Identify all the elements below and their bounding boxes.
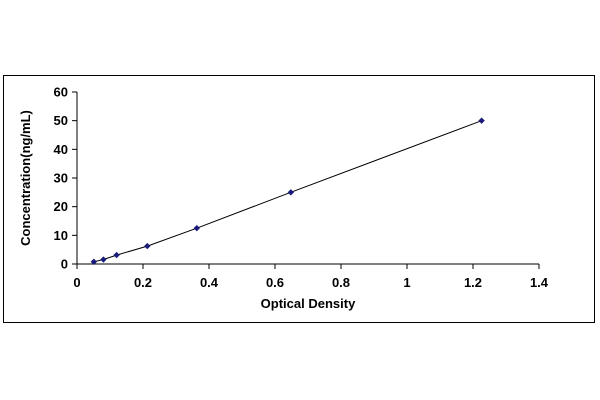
x-tick-label: 0.2: [134, 275, 152, 290]
chart-frame: 0 10 20 30 40 50 60 0 0.2 0.4 0.6 0.8 1 1.2 1.4 Conce…: [3, 75, 595, 323]
y-tick-label: 30: [54, 171, 68, 186]
y-tick-label: 10: [54, 228, 68, 243]
data-point: [478, 117, 485, 124]
x-axis-label: Optical Density: [261, 296, 356, 311]
x-tick-label: 1.4: [530, 275, 549, 290]
y-tick-label: 50: [54, 113, 68, 128]
data-point: [144, 242, 151, 250]
data-point: [113, 251, 120, 259]
data-point: [100, 256, 107, 263]
data-point: [193, 224, 200, 232]
x-tick-label: 0.6: [266, 275, 284, 290]
y-tick-label: 0: [61, 257, 68, 272]
x-tick-label: 0.8: [332, 275, 350, 290]
series-line: [93, 120, 482, 263]
x-tick-label: 0.4: [200, 275, 219, 290]
standard-curve-chart: 0 10 20 30 40 50 60 0 0.2 0.4 0.6 0.8 1 1.2 1.4 Conce…: [18, 85, 549, 312]
y-tick-label: 60: [54, 85, 68, 100]
y-tick-label: 40: [54, 142, 68, 157]
y-axis-label: Concentration(ng/mL): [18, 110, 33, 246]
data-point: [90, 258, 98, 265]
x-tick-label: 1.2: [464, 275, 482, 290]
x-tick-label: 1: [403, 275, 410, 290]
x-tick-label: 0: [73, 275, 80, 290]
data-point: [287, 189, 295, 196]
y-tick-label: 20: [54, 199, 68, 214]
